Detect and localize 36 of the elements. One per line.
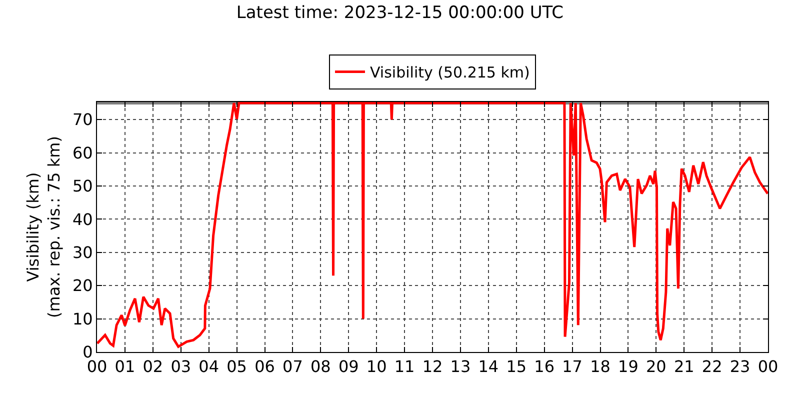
x-tick-label: 21 (674, 357, 694, 376)
y-tick-label: 30 (72, 243, 93, 262)
x-tick-label: 00 (86, 357, 108, 376)
x-tick-label: 20 (646, 357, 666, 376)
x-tick-label: 06 (254, 357, 275, 376)
x-tick-label: 11 (394, 357, 415, 376)
y-tick-label: 40 (72, 210, 93, 229)
x-tick-label: 05 (226, 357, 247, 376)
x-tick-label: 22 (702, 357, 722, 376)
x-tick-label: 14 (478, 357, 499, 376)
x-tick-label: 02 (142, 357, 164, 376)
y-tick-label: 20 (72, 276, 93, 296)
x-tick-label: 01 (114, 357, 136, 376)
x-tick-label: 16 (534, 357, 555, 376)
y-axis-title: Visibility (km) (max. rep. vis.: 75 km) (24, 136, 64, 318)
x-tick-label: 12 (422, 357, 443, 376)
x-tick-label: 19 (618, 357, 638, 376)
x-tick-label: 23 (730, 357, 750, 376)
x-tick-label: 18 (590, 357, 610, 376)
x-tick-label: 17 (562, 357, 582, 376)
y-tick-label: 50 (72, 176, 93, 196)
legend-label: Visibility (50.215 km) (370, 64, 530, 82)
y-tick-label: 10 (72, 309, 93, 328)
y-tick-label: 60 (72, 143, 93, 162)
x-tick-label: 04 (198, 357, 220, 376)
x-tick-label: 15 (506, 357, 527, 376)
x-tick-label: 10 (366, 357, 387, 376)
x-tick-label: 00 (758, 357, 778, 376)
y-tick-label: 70 (72, 110, 93, 130)
x-tick-label: 08 (310, 357, 331, 376)
x-tick-label: 13 (450, 357, 471, 376)
line-series (97, 102, 768, 348)
x-tick-label: 03 (170, 357, 192, 376)
x-tick-label: 07 (282, 357, 303, 376)
chart-title: Latest time: 2023-12-15 00:00:00 UTC (236, 2, 564, 23)
x-tick-label: 09 (338, 357, 359, 376)
